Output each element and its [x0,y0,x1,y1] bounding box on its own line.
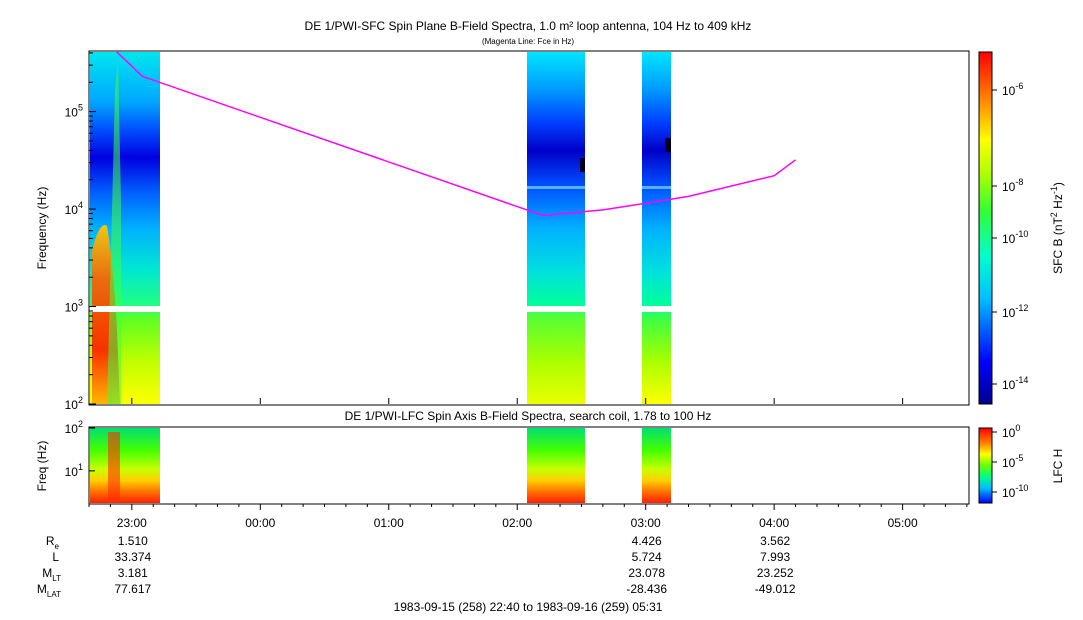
lfc-colorbar-tick-label: 10-5 [1002,453,1023,470]
ephemeris-value: 77.617 [114,582,151,596]
x-tick-label: 00:00 [245,516,275,530]
ephemeris-row-label: MLT [42,566,61,583]
ephemeris-value: 33.374 [114,550,151,564]
sfc-emission-spike [107,60,121,404]
ephemeris-value: 7.993 [760,550,790,564]
ephemeris-value: 23.078 [628,566,665,580]
sfc-y-tick-label: 104 [65,200,83,217]
sfc-gap-band [89,306,969,312]
sfc-colorbar-tick-label: 10-14 [1002,375,1028,392]
lfc-segment-3 [642,428,671,503]
ephemeris-value: -49.012 [755,582,796,596]
lfc-spectrogram-panel: 101 102 Freq (Hz) 23:00 00:00 01:00 02:00 03:… [35,398,970,530]
x-tick-label: 23:00 [117,516,147,530]
lfc-y-axis-label: Freq (Hz) [35,441,49,492]
lfc-y-tick-label: 101 [65,462,83,479]
sfc-dark-patch [665,138,671,152]
x-tick-label: 03:00 [631,516,661,530]
ephemeris-value: 23.252 [757,566,794,580]
lfc-colorbar-label: LFC H [1051,449,1065,484]
sfc-colorbar-tick-label: 10-6 [1002,81,1023,98]
lfc-y-axis: 101 102 [65,419,95,479]
sfc-colorbar-gradient [978,51,993,405]
main-title: DE 1/PWI-SFC Spin Plane B-Field Spectra,… [305,19,752,33]
sfc-noise-line [642,186,671,189]
time-range-footer: 1983-09-15 (258) 22:40 to 1983-09-16 (25… [394,600,663,614]
ephemeris-row-label: Re [46,534,60,551]
lfc-colorbar: 100 10-5 10-10 LFC H [978,423,1065,504]
sfc-colorbar-tick-label: 10-10 [1002,229,1028,246]
sfc-noise-line [527,186,585,189]
x-tick-label: 01:00 [374,516,404,530]
sfc-colorbar-tick-label: 10-12 [1002,303,1028,320]
ephemeris-value: 4.426 [632,534,662,548]
sfc-y-tick-label: 102 [65,395,83,412]
ephemeris-row-label: MLAT [37,582,61,599]
lfc-plot-frame [88,426,970,505]
sfc-colorbar: 10-6 10-8 10-10 10-12 10-14 SFC B (nT2 Hz-1) [978,51,1065,405]
sfc-lower-band-seg-2 [527,312,585,404]
sfc-spectrogram-panel: 102 103 104 105 Frequency (Hz) [35,50,970,412]
ephemeris-value: -28.436 [626,582,667,596]
sfc-spectra-image [89,52,969,404]
sub-title: (Magenta Line: Fce in Hz) [482,37,574,46]
x-tick-label: 02:00 [502,516,532,530]
lfc-colorbar-tick-label: 100 [1002,423,1020,440]
ephemeris-row-label: L [52,550,59,564]
sfc-y-axis: 102 103 104 105 [65,52,96,412]
sfc-y-axis-label: Frequency (Hz) [35,187,49,270]
lower-panel-title: DE 1/PWI-LFC Spin Axis B-Field Spectra, … [345,409,712,423]
ephemeris-value: 5.724 [632,550,662,564]
sfc-segment-3 [642,52,671,404]
ephemeris-value: 1.510 [118,534,148,548]
sfc-colorbar-label: SFC B (nT2 Hz-1) [1049,182,1065,274]
lfc-segment-1 [90,428,160,503]
sfc-dark-patch [580,158,585,172]
sfc-y-tick-label: 105 [65,103,83,120]
lfc-y-tick-label: 102 [65,419,83,436]
lfc-colorbar-ticks: 100 10-5 10-10 [992,423,1028,500]
time-x-axis: 23:00 00:00 01:00 02:00 03:00 04:00 05:00 [88,398,968,530]
sfc-plot-frame [88,50,970,406]
lfc-burst [108,432,120,503]
ephemeris-value: 3.562 [760,534,790,548]
lfc-segment-2 [527,428,585,503]
lfc-spectra-image [90,428,671,503]
lfc-colorbar-tick-label: 10-10 [1002,483,1028,500]
sfc-colorbar-ticks: 10-6 10-8 10-10 10-12 10-14 [992,81,1028,392]
ephemeris-value: 3.181 [118,566,148,580]
x-tick-label: 04:00 [759,516,789,530]
fce-magenta-line [116,51,797,217]
x-tick-label: 05:00 [888,516,918,530]
sfc-colorbar-tick-label: 10-8 [1002,177,1023,194]
sfc-y-tick-label: 103 [65,298,83,315]
sfc-segment-2 [527,52,585,404]
lfc-colorbar-gradient [978,427,993,504]
